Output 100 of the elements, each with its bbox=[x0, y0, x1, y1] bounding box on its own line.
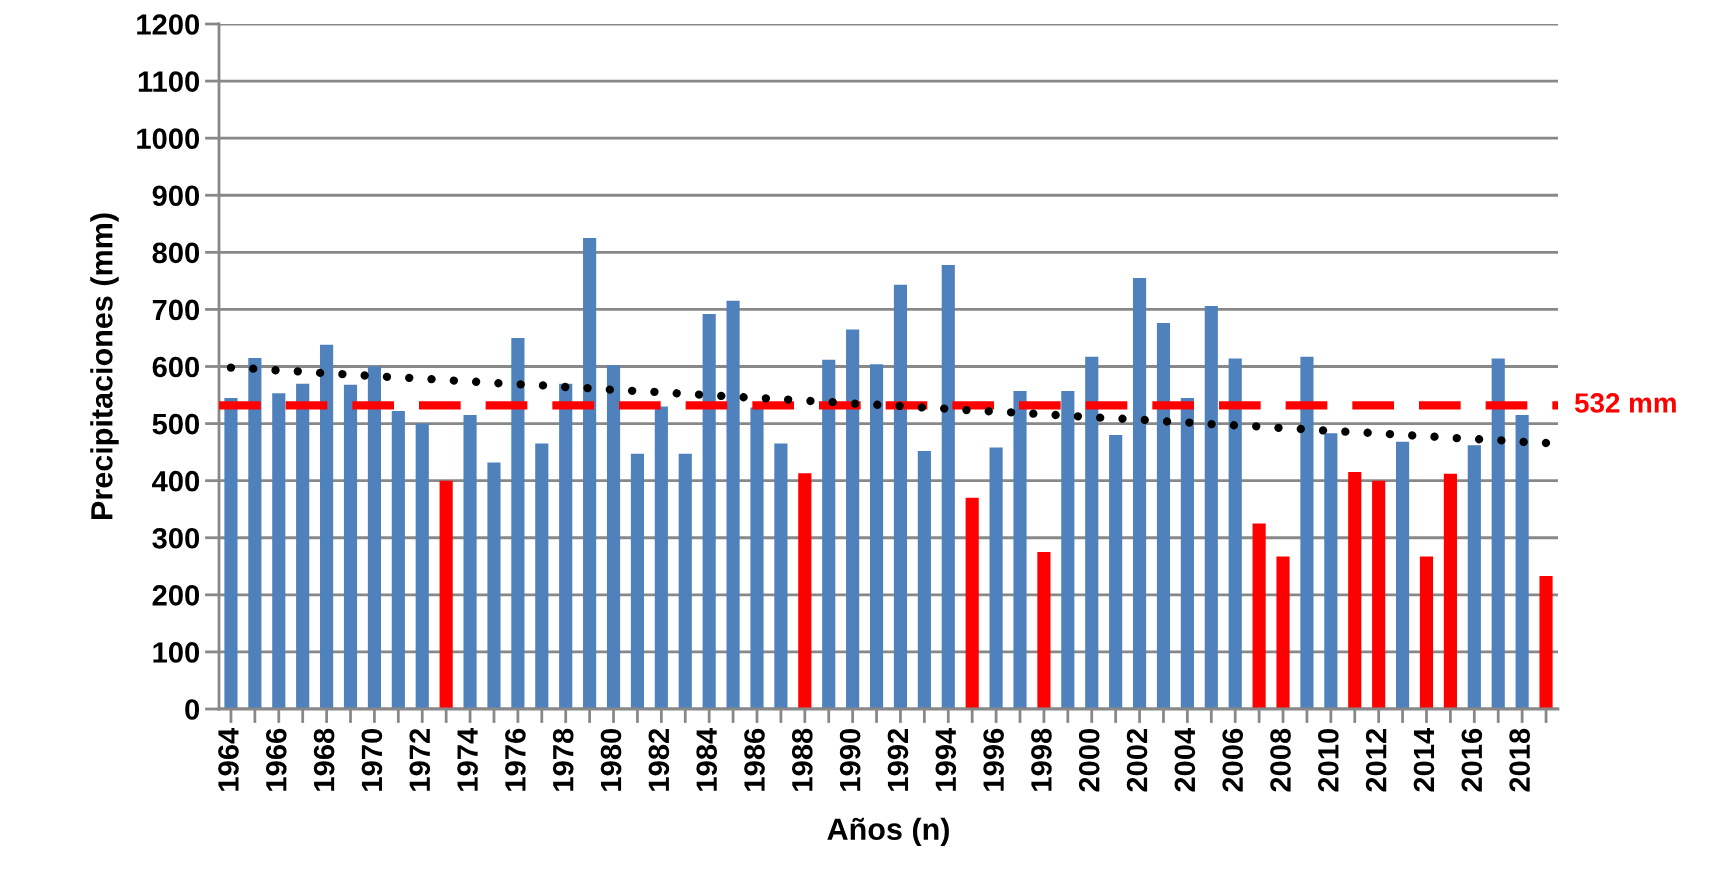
x-tick-label: 1990 bbox=[839, 728, 861, 791]
bar bbox=[511, 337, 525, 709]
y-tick-label: 900 bbox=[152, 185, 200, 207]
bar bbox=[1300, 356, 1314, 709]
x-tick-label: 1994 bbox=[935, 727, 957, 791]
x-axis-title: Años (n) bbox=[827, 817, 949, 847]
ref-line-label: 532 mm bbox=[1574, 393, 1676, 413]
bar bbox=[965, 497, 979, 709]
x-tick-label: 1988 bbox=[791, 728, 813, 791]
y-tick-label: 100 bbox=[153, 642, 200, 663]
x-tick-label: 1964 bbox=[218, 727, 239, 791]
bar bbox=[1467, 445, 1481, 709]
y-axis-title: Precipitaciones (mm) bbox=[90, 213, 119, 519]
x-tick-label: 1978 bbox=[552, 728, 574, 791]
bar bbox=[654, 406, 668, 709]
bar bbox=[1324, 433, 1338, 709]
x-tick-label: 1980 bbox=[600, 728, 622, 791]
y-tick-label: 700 bbox=[152, 299, 200, 321]
bar bbox=[1085, 356, 1099, 709]
bar bbox=[869, 364, 884, 709]
bar bbox=[1061, 391, 1075, 709]
x-tick-label: 1972 bbox=[409, 728, 431, 791]
bar bbox=[1443, 473, 1457, 709]
bar bbox=[1252, 523, 1266, 709]
bar bbox=[941, 264, 955, 709]
x-tick-label: 2012 bbox=[1365, 728, 1387, 792]
bar bbox=[224, 397, 238, 709]
bar bbox=[917, 450, 931, 709]
y-tick-label: 0 bbox=[185, 699, 200, 720]
x-tick-label: 1976 bbox=[505, 728, 526, 791]
x-tick-label: 2002 bbox=[1126, 728, 1148, 792]
x-tick-label: 1968 bbox=[313, 728, 335, 791]
x-tick-label: 2008 bbox=[1270, 728, 1291, 792]
bar bbox=[1013, 391, 1027, 709]
x-tick-label: 2006 bbox=[1222, 728, 1244, 792]
x-tick-label: 1970 bbox=[361, 728, 383, 791]
y-tick-label: 1200 bbox=[137, 14, 200, 35]
bar bbox=[1156, 323, 1171, 709]
bar bbox=[846, 329, 860, 709]
bar bbox=[343, 384, 358, 709]
bar bbox=[296, 383, 310, 709]
bar bbox=[1491, 358, 1505, 709]
x-tick-label: 2000 bbox=[1078, 728, 1100, 792]
bar bbox=[893, 284, 908, 709]
x-tick-label: 2016 bbox=[1461, 728, 1483, 792]
x-tick-label: 1984 bbox=[696, 727, 717, 791]
y-tick-label: 1000 bbox=[137, 128, 200, 150]
bar bbox=[248, 357, 262, 709]
bar bbox=[367, 366, 381, 709]
bar bbox=[702, 313, 716, 709]
x-tick-label: 2010 bbox=[1318, 728, 1339, 792]
y-tick-label: 400 bbox=[152, 470, 200, 492]
bar bbox=[1419, 556, 1434, 709]
bar bbox=[1515, 415, 1529, 709]
bar bbox=[1037, 552, 1051, 709]
bar bbox=[439, 480, 453, 709]
y-tick-label: 300 bbox=[152, 527, 200, 549]
y-tick-label: 800 bbox=[152, 242, 200, 264]
bar bbox=[798, 473, 812, 709]
bar bbox=[726, 300, 740, 709]
bar bbox=[463, 415, 477, 709]
bar bbox=[1372, 480, 1386, 709]
bar bbox=[1204, 305, 1218, 709]
x-tick-label: 1966 bbox=[265, 728, 287, 791]
x-tick-label: 1986 bbox=[744, 728, 765, 791]
bar bbox=[750, 407, 764, 709]
bar bbox=[583, 238, 597, 709]
x-tick-label: 1982 bbox=[648, 728, 670, 791]
x-tick-label: 2014 bbox=[1413, 727, 1435, 792]
bar bbox=[320, 344, 334, 709]
y-tick-label: 1100 bbox=[138, 71, 200, 92]
bar bbox=[1276, 556, 1290, 709]
bar bbox=[774, 443, 788, 709]
bar bbox=[1228, 358, 1242, 709]
bar bbox=[391, 411, 405, 709]
bar bbox=[1396, 441, 1410, 709]
x-tick-label: 2004 bbox=[1174, 727, 1196, 792]
x-tick-label: 1974 bbox=[457, 727, 478, 791]
y-tick-label: 600 bbox=[152, 356, 200, 378]
bar bbox=[1348, 472, 1362, 709]
bar bbox=[272, 393, 286, 709]
x-tick-label: 1992 bbox=[887, 728, 909, 791]
bar bbox=[1132, 278, 1147, 709]
bar bbox=[487, 462, 501, 709]
bar bbox=[1180, 397, 1194, 709]
x-tick-label: 1998 bbox=[1031, 728, 1052, 791]
y-tick-label: 200 bbox=[152, 585, 200, 606]
bar bbox=[415, 423, 429, 709]
x-tick-label: 1996 bbox=[983, 728, 1004, 791]
bar bbox=[989, 447, 1003, 709]
y-tick-label: 500 bbox=[152, 413, 200, 435]
x-tick-label: 2018 bbox=[1509, 728, 1530, 792]
bar bbox=[630, 453, 645, 709]
bar bbox=[606, 365, 621, 709]
bar bbox=[822, 359, 836, 709]
bar bbox=[1539, 576, 1553, 709]
bar bbox=[678, 453, 692, 709]
bar bbox=[559, 383, 573, 709]
bar bbox=[535, 443, 549, 709]
bar bbox=[1109, 435, 1123, 709]
